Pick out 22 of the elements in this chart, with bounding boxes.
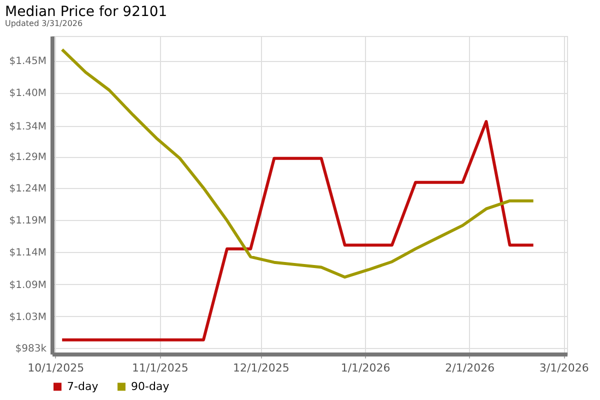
x-tick-label: 11/1/2025 — [132, 362, 188, 374]
line-series — [60, 120, 535, 342]
y-tick-label: $1.03M — [9, 312, 46, 323]
x-tick-label: 1/1/2026 — [340, 362, 390, 374]
chart-subtitle: Updated 3/31/2026 — [5, 19, 83, 28]
y-tick-label: $1.45M — [9, 56, 46, 68]
x-tick-label: 10/1/2025 — [28, 362, 84, 374]
y-tick-label: $1.34M — [9, 121, 46, 132]
chart-title: Median Price for 92101 — [5, 4, 168, 20]
x-tick-label: 3/1/2026 — [539, 362, 589, 374]
y-tick-label: $1.29M — [9, 152, 46, 164]
x-tick-label: 2/1/2026 — [445, 362, 495, 374]
y-tick-label: $1.19M — [9, 215, 46, 226]
legend-label: 90-day — [131, 380, 170, 393]
x-tick-label: 12/1/2025 — [232, 362, 290, 374]
y-tick-label: $1.09M — [9, 280, 46, 291]
legend-label: 7-day — [67, 380, 99, 393]
y-tick-label: $1.14M — [9, 247, 46, 258]
y-tick-label: $983k — [15, 343, 47, 354]
line-series — [60, 48, 535, 279]
y-tick-label: $1.24M — [9, 183, 46, 194]
y-tick-label: $1.40M — [9, 88, 46, 100]
